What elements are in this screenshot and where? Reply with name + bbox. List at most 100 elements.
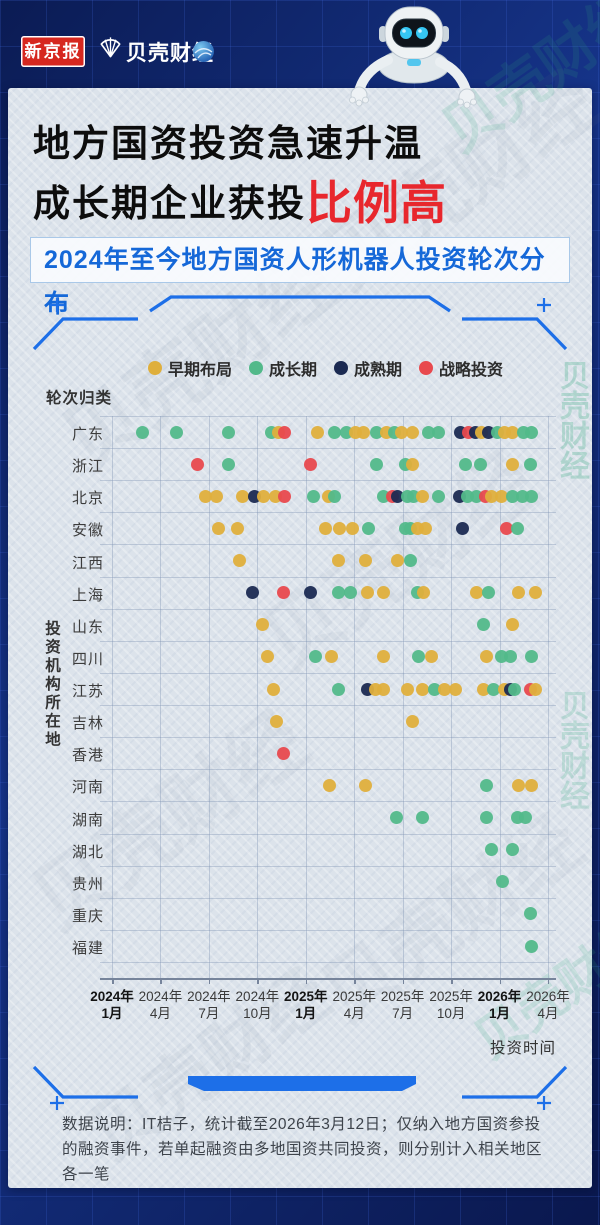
data-point bbox=[136, 425, 150, 439]
data-point bbox=[318, 521, 332, 535]
data-point bbox=[255, 618, 269, 632]
data-point bbox=[481, 586, 495, 600]
data-point bbox=[376, 682, 390, 696]
y-axis-label: 浙江 bbox=[71, 458, 104, 476]
data-point bbox=[525, 425, 539, 439]
data-point bbox=[191, 457, 205, 471]
axis-tick bbox=[402, 978, 405, 984]
data-point bbox=[480, 811, 494, 824]
data-point bbox=[221, 457, 235, 471]
data-point bbox=[417, 586, 431, 600]
gridline-h bbox=[100, 672, 556, 674]
data-point bbox=[310, 425, 324, 439]
data-point bbox=[389, 811, 403, 824]
data-point bbox=[486, 682, 500, 696]
data-point bbox=[507, 682, 521, 696]
gridline-v bbox=[402, 416, 404, 978]
data-point bbox=[401, 682, 414, 696]
y-axis-label: 上海 bbox=[71, 586, 104, 604]
data-point bbox=[376, 650, 390, 664]
robot-eye-left bbox=[400, 27, 412, 39]
data-point bbox=[525, 650, 539, 664]
gridline-h bbox=[100, 897, 556, 899]
legend-label: 成长期 bbox=[269, 362, 318, 379]
legend-label: 早期布局 bbox=[168, 362, 233, 379]
axis-tick bbox=[499, 978, 502, 984]
gridline-h bbox=[100, 801, 556, 803]
title-line1: 地方国资投资急速升温 bbox=[33, 123, 423, 164]
data-point bbox=[470, 586, 484, 600]
data-point bbox=[328, 425, 342, 439]
gridline-h bbox=[100, 705, 556, 707]
data-point bbox=[212, 521, 226, 535]
gridline-h bbox=[100, 480, 556, 482]
data-point bbox=[405, 425, 419, 439]
x-tick-label: 2024年 4月 bbox=[138, 989, 183, 1021]
data-point bbox=[170, 425, 184, 439]
y-axis-label: 河南 bbox=[71, 779, 104, 797]
legend-swatch bbox=[419, 361, 434, 375]
y-axis-label: 四川 bbox=[71, 650, 104, 668]
x-tick-label: 2026年 1月 bbox=[477, 989, 522, 1021]
data-point bbox=[304, 586, 318, 600]
data-point bbox=[233, 554, 247, 567]
gridline-v bbox=[160, 416, 162, 978]
data-point bbox=[391, 554, 405, 567]
robot-arm-left bbox=[355, 55, 393, 93]
data-point bbox=[525, 778, 539, 792]
x-tick-label: 2025年 1月 bbox=[283, 989, 328, 1021]
data-point bbox=[518, 811, 532, 824]
x-tick-label: 2025年 10月 bbox=[429, 989, 473, 1021]
data-point bbox=[221, 425, 235, 439]
page-title: 地方国资投资急速升温 成长期企业获投比例高 bbox=[33, 116, 447, 235]
y-axis-label: 湖南 bbox=[71, 811, 104, 829]
data-point bbox=[276, 746, 290, 760]
data-point bbox=[359, 778, 373, 792]
title-line2: 成长期企业获投比例高 bbox=[33, 177, 447, 229]
xinjingbao-logo: 新京报 bbox=[21, 36, 85, 67]
data-point bbox=[528, 682, 542, 696]
y-axis-labels: 广东 浙江 北京 安徽 江西 上海 山东 四川 江苏 吉林 香港 河南 湖南 湖北 贵州 重庆 福建 bbox=[0, 412, 104, 978]
y-axis-label: 安徽 bbox=[71, 522, 104, 540]
data-point bbox=[323, 778, 337, 792]
robot-visor bbox=[392, 18, 436, 48]
data-point bbox=[270, 714, 284, 728]
data-point bbox=[431, 425, 445, 439]
gridline-h bbox=[100, 608, 556, 610]
y-axis-label: 贵州 bbox=[71, 875, 104, 893]
x-tick-label: 2026年 4月 bbox=[526, 989, 570, 1021]
data-point bbox=[412, 650, 426, 664]
gridline-v bbox=[208, 416, 210, 978]
data-point bbox=[415, 811, 429, 824]
gridline-h bbox=[100, 962, 556, 964]
data-point bbox=[308, 650, 322, 664]
data-point bbox=[449, 682, 463, 696]
data-point bbox=[376, 586, 390, 600]
data-point bbox=[328, 489, 342, 503]
gridline-v bbox=[547, 416, 549, 978]
legend-item: 早期布局 bbox=[148, 356, 232, 380]
y-axis-label: 湖北 bbox=[71, 843, 104, 861]
x-tick-label: 2024年 10月 bbox=[235, 989, 280, 1021]
data-point bbox=[260, 650, 274, 664]
gridline-h bbox=[100, 833, 556, 835]
data-point bbox=[525, 489, 539, 503]
data-point bbox=[245, 586, 259, 600]
gridline-v bbox=[257, 416, 259, 978]
subtitle-text: 2024年至今地方国资人形机器人投资轮次分布 bbox=[44, 246, 546, 318]
gridline-h bbox=[100, 640, 556, 642]
robot-illustration bbox=[349, 6, 477, 109]
axis-tick bbox=[160, 978, 162, 984]
chart-legend: 早期布局 成长期 成熟期 战略投资 bbox=[148, 356, 503, 380]
data-point bbox=[278, 425, 292, 439]
data-point bbox=[331, 586, 345, 600]
data-point bbox=[425, 650, 439, 664]
data-point bbox=[304, 457, 318, 471]
data-point bbox=[473, 457, 487, 471]
beike-shell-icon bbox=[100, 37, 121, 58]
x-tick-label: 2025年 7月 bbox=[380, 989, 425, 1021]
data-point bbox=[331, 682, 345, 696]
robot-chest-light bbox=[407, 59, 421, 66]
data-point bbox=[394, 425, 408, 439]
gridline-v bbox=[499, 416, 501, 978]
